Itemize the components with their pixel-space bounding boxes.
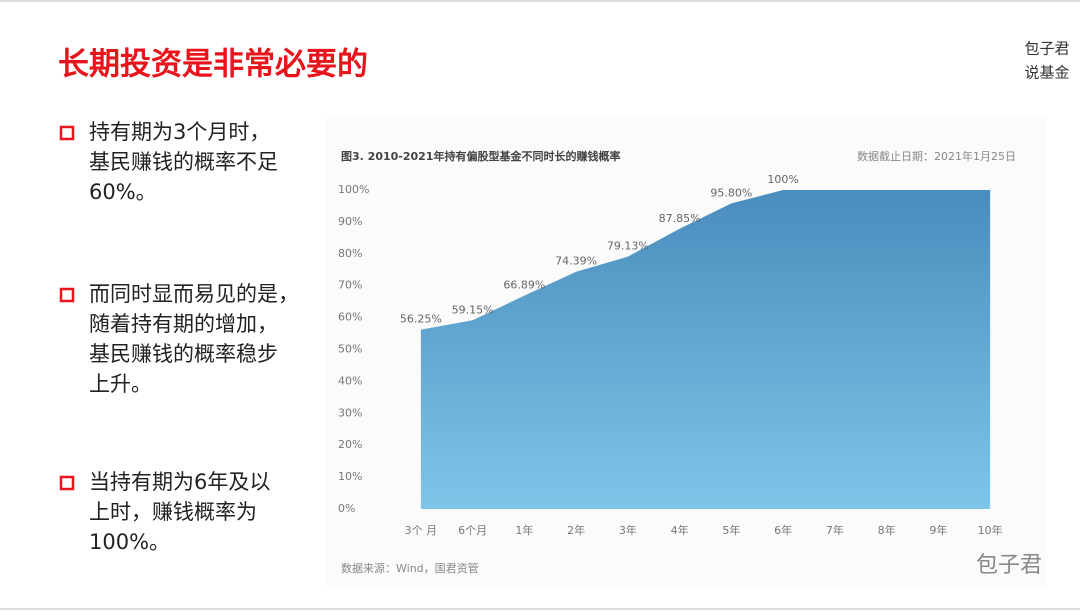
value-label: 74.39% [555, 255, 597, 268]
value-label: 100% [767, 173, 798, 186]
value-label: 66.89% [503, 279, 545, 292]
bullet-line: 持有期为3个月时， [89, 120, 270, 144]
value-label: 59.15% [452, 303, 494, 316]
area [420, 190, 991, 509]
slide-title: 长期投资是非常必要的 [58, 47, 368, 83]
bullet-marker [59, 125, 75, 141]
bullet-line: 60%。 [89, 180, 157, 204]
bullet-marker [59, 475, 75, 491]
bullet-line: 基民赚钱的概率不足 [89, 150, 278, 174]
x-tick-label: 4年 [671, 523, 689, 537]
y-tick-label: 20% [338, 438, 362, 451]
bullet-line: 100%。 [89, 530, 170, 554]
watermark: 包子君 [976, 553, 1042, 578]
bullet-line: 当持有期为6年及以 [89, 470, 270, 494]
x-tick-label: 7年 [826, 523, 844, 537]
y-tick-label: 40% [338, 374, 362, 387]
y-tick-label: 70% [338, 279, 362, 292]
chart-source: 数据来源：Wind，国君资管 [341, 561, 479, 575]
bullet-line: 上时，赚钱概率为 [89, 500, 257, 524]
bullet-line: 基民赚钱的概率稳步 [89, 342, 278, 366]
corner-text: 说基金 [1024, 64, 1069, 82]
x-tick-label: 5年 [722, 523, 740, 537]
x-tick-label: 8年 [878, 523, 896, 537]
value-label: 95.80% [710, 186, 752, 199]
y-tick-label: 100% [338, 183, 369, 196]
x-tick-label: 9年 [929, 523, 947, 537]
value-label: 79.13% [607, 240, 649, 253]
x-tick-label: 6个月 [458, 524, 487, 537]
bullet-line: 随着持有期的增加， [89, 312, 278, 336]
y-tick-label: 90% [338, 215, 362, 228]
y-tick-label: 60% [338, 311, 362, 324]
x-tick-label: 1年 [515, 523, 533, 537]
bullet-marker [59, 287, 75, 303]
value-label: 56.25% [400, 313, 442, 326]
y-tick-label: 30% [338, 406, 362, 419]
chart-title: 图3. 2010-2021年持有偏股型基金不同时长的赚钱概率 [341, 149, 620, 163]
bullet-line: 上升。 [89, 372, 152, 396]
bullet-line: 而同时显而易见的是， [89, 282, 299, 306]
x-tick-label: 2年 [567, 523, 585, 537]
x-tick-label: 3年 [619, 523, 637, 537]
value-label: 87.85% [659, 212, 701, 225]
x-tick-label: 3个 月 [405, 524, 438, 537]
corner-text: 包子君 [1024, 40, 1069, 58]
y-tick-label: 80% [338, 247, 362, 260]
chart-note: 数据截止日期：2021年1月25日 [857, 149, 1016, 163]
y-tick-label: 50% [338, 343, 362, 356]
y-tick-label: 10% [338, 470, 362, 483]
x-tick-label: 10年 [978, 523, 1003, 537]
y-tick-label: 0% [338, 502, 355, 515]
x-tick-label: 6年 [774, 523, 792, 537]
